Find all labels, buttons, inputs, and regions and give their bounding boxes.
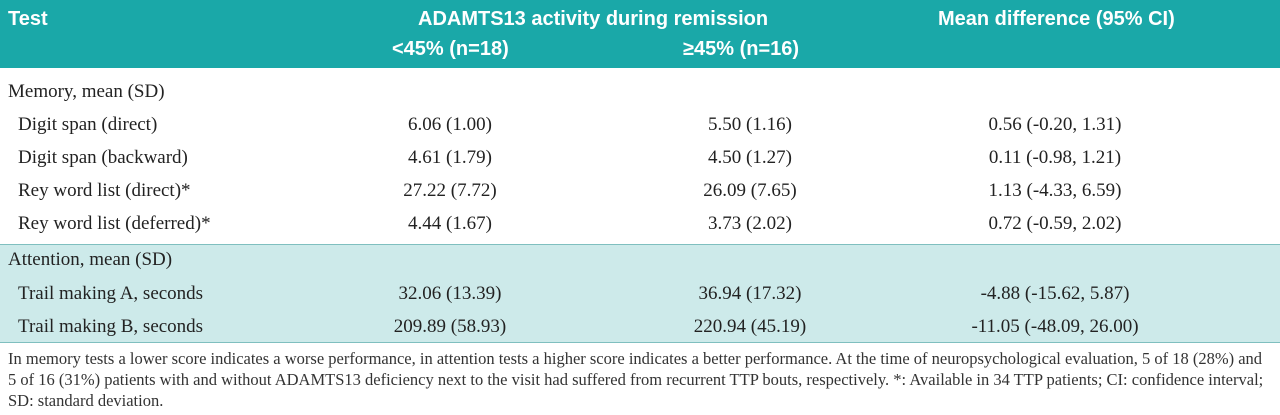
table-row: Trail making B, seconds 209.89 (58.93) 2…	[0, 310, 1280, 344]
attention-band	[0, 244, 1280, 342]
row-test: Rey word list (deferred)*	[18, 213, 211, 234]
row-diff: 1.13 (-4.33, 6.59)	[988, 180, 1122, 201]
section-label-memory: Memory, mean (SD)	[0, 75, 1280, 109]
row-test: Rey word list (direct)*	[18, 180, 191, 201]
row-high: 36.94 (17.32)	[698, 283, 802, 304]
row-diff: 0.56 (-0.20, 1.31)	[988, 114, 1122, 135]
row-test: Trail making B, seconds	[18, 316, 204, 337]
table-row: Rey word list (deferred)* 4.44 (1.67) 3.…	[0, 207, 1280, 241]
header-col-diff: Mean difference (95% CI)	[938, 8, 1175, 30]
header-group-title: ADAMTS13 activity during remission	[418, 8, 769, 30]
section-label: Attention, mean (SD)	[8, 249, 173, 270]
row-test: Digit span (backward)	[18, 147, 188, 168]
row-high: 3.73 (2.02)	[708, 213, 792, 234]
row-low: 32.06 (13.39)	[398, 283, 502, 304]
row-diff: -11.05 (-48.09, 26.00)	[971, 316, 1139, 337]
table-header: Test ADAMTS13 activity during remission …	[0, 0, 1280, 68]
section-label: Memory, mean (SD)	[8, 81, 165, 102]
header-col-high: ≥45% (n=16)	[683, 38, 800, 60]
row-high: 26.09 (7.65)	[703, 180, 797, 201]
row-test: Digit span (direct)	[18, 114, 158, 135]
row-high: 220.94 (45.19)	[693, 316, 807, 337]
row-high: 5.50 (1.16)	[708, 114, 792, 135]
header-test: Test	[8, 8, 48, 30]
row-low: 27.22 (7.72)	[403, 180, 497, 201]
row-low: 4.61 (1.79)	[408, 147, 492, 168]
row-diff: 0.72 (-0.59, 2.02)	[988, 213, 1122, 234]
table-row: Trail making A, seconds 32.06 (13.39) 36…	[0, 277, 1280, 311]
table-row: Rey word list (direct)* 27.22 (7.72) 26.…	[0, 174, 1280, 208]
section-label-attention: Attention, mean (SD)	[0, 243, 1280, 277]
row-diff: -4.88 (-15.62, 5.87)	[980, 283, 1130, 304]
section-divider	[0, 244, 1280, 245]
table-bottom-rule	[0, 342, 1280, 343]
row-low: 4.44 (1.67)	[408, 213, 492, 234]
row-high: 4.50 (1.27)	[708, 147, 792, 168]
row-low: 6.06 (1.00)	[408, 114, 492, 135]
table-footnote: In memory tests a lower score indicates …	[8, 349, 1264, 410]
row-test: Trail making A, seconds	[18, 283, 204, 304]
row-diff: 0.11 (-0.98, 1.21)	[988, 147, 1122, 168]
row-low: 209.89 (58.93)	[393, 316, 507, 337]
table-row: Digit span (backward) 4.61 (1.79) 4.50 (…	[0, 141, 1280, 175]
header-col-low: <45% (n=18)	[392, 38, 509, 60]
table-row: Digit span (direct) 6.06 (1.00) 5.50 (1.…	[0, 108, 1280, 142]
